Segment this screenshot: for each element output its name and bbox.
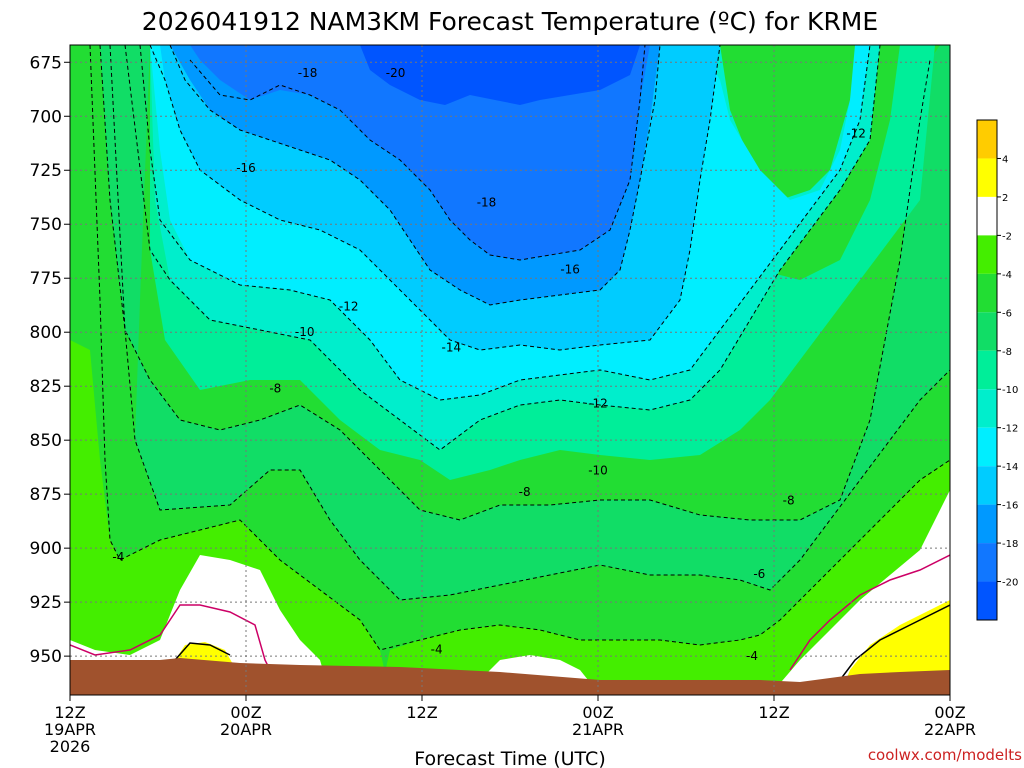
x-tick-label: 2026 (50, 737, 91, 756)
y-tick-label: 725 (30, 161, 62, 181)
contour-label: -4 (431, 643, 443, 657)
chart-title: 2026041912 NAM3KM Forecast Temperature (… (142, 7, 878, 36)
band-minus4-minus2-left (70, 340, 390, 695)
colorbar-swatch (977, 196, 997, 236)
colorbar-label: -16 (1002, 501, 1018, 512)
contour-labels: -18 -20 -16 -18 -16 -12 -10 -14 -8 -12 -10 -8 -8 -4 -6… (112, 66, 866, 663)
contour-label: -20 (386, 66, 406, 80)
colorbar-label: -6 (1002, 308, 1012, 319)
contour-label: -6 (753, 567, 765, 581)
colorbar-label: 2 (1002, 193, 1008, 204)
isotherm-lines (89, 45, 950, 651)
contour-label: -14 (442, 340, 462, 354)
x-axis-label: Forecast Time (UTC) (414, 748, 605, 768)
band-below-minus20 (360, 45, 640, 105)
colorbar-swatch (977, 389, 997, 428)
colorbar-swatch (977, 312, 997, 351)
x-tick-label: 20APR (220, 720, 272, 739)
y-tick-label: 775 (30, 269, 62, 289)
contour-label: -16 (236, 161, 256, 175)
colorbar: 4 2 -2 -4 -6 -8 -10 -12 -14 -16 -18 -20 (976, 119, 1018, 621)
gridlines (70, 45, 950, 695)
x-tick-label: 00Z (934, 703, 965, 722)
colorbar-swatch (977, 543, 997, 582)
colorbar-label: 4 (1002, 154, 1008, 165)
x-tick-label: 00Z (230, 703, 261, 722)
contour-label: -4 (746, 649, 758, 663)
credit-link[interactable]: coolwx.com/modelts (868, 746, 1022, 764)
contour-label: -10 (588, 463, 608, 477)
colorbar-frame (976, 119, 998, 621)
x-tick-label: 12Z (758, 703, 789, 722)
colorbar-swatch (977, 158, 997, 197)
x-tick-label: 00Z (582, 703, 613, 722)
colorbar-swatch (977, 581, 997, 620)
colorbar-swatch (977, 273, 997, 313)
zero-isotherm-lines (70, 554, 950, 681)
colorbar-label: -12 (1002, 424, 1018, 435)
y-axis: 675 700 725 750 775 800 825 850 875 900 925 950 (30, 53, 70, 667)
x-tick-label: 12Z (54, 703, 85, 722)
y-tick-label: 750 (30, 215, 62, 235)
colorbar-label: -14 (1002, 462, 1018, 473)
x-tick-label: 12Z (406, 703, 437, 722)
contour-label: -8 (783, 494, 795, 508)
colorbar-swatch (977, 350, 997, 390)
y-tick-label: 825 (30, 377, 62, 397)
band-minus4-minus2-bottom (380, 460, 950, 695)
y-tick-label: 875 (30, 485, 62, 505)
contour-field (70, 45, 950, 695)
y-tick-label: 850 (30, 431, 62, 451)
colorbar-swatch (977, 466, 997, 505)
colorbar-label: -20 (1002, 578, 1018, 589)
colorbar-swatch (977, 427, 997, 467)
contour-label: -8 (519, 485, 531, 499)
contour-label: -4 (112, 550, 124, 564)
colorbar-label: -18 (1002, 539, 1018, 550)
colorbar-swatch (977, 235, 997, 274)
x-tick-label: 22APR (924, 720, 976, 739)
colorbar-label: -2 (1002, 231, 1012, 242)
y-tick-label: 925 (30, 593, 62, 613)
y-tick-label: 800 (30, 323, 62, 343)
x-tick-label: 19APR (44, 720, 96, 739)
contour-label: -16 (560, 263, 580, 277)
contour-label: -8 (269, 381, 281, 395)
terrain (70, 658, 950, 695)
band-minus8-minus6 (100, 45, 950, 600)
contour-label: -12 (339, 299, 359, 313)
contour-label: -10 (295, 325, 315, 339)
y-tick-label: 675 (30, 53, 62, 73)
plot-frame (69, 44, 951, 696)
contour-label: -18 (298, 66, 318, 80)
colorbar-swatch (977, 120, 997, 159)
contour-label: -12 (846, 127, 866, 141)
x-tick-label: 21APR (572, 720, 624, 739)
y-tick-label: 950 (30, 647, 62, 667)
contour-label: -12 (588, 396, 608, 410)
colorbar-swatch (977, 504, 997, 544)
y-tick-label: 900 (30, 539, 62, 559)
y-tick-label: 700 (30, 107, 62, 127)
contour-label: -18 (477, 196, 497, 210)
colorbar-label: -4 (1002, 270, 1012, 281)
colorbar-label: -10 (1002, 385, 1018, 396)
colorbar-label: -8 (1002, 347, 1012, 358)
